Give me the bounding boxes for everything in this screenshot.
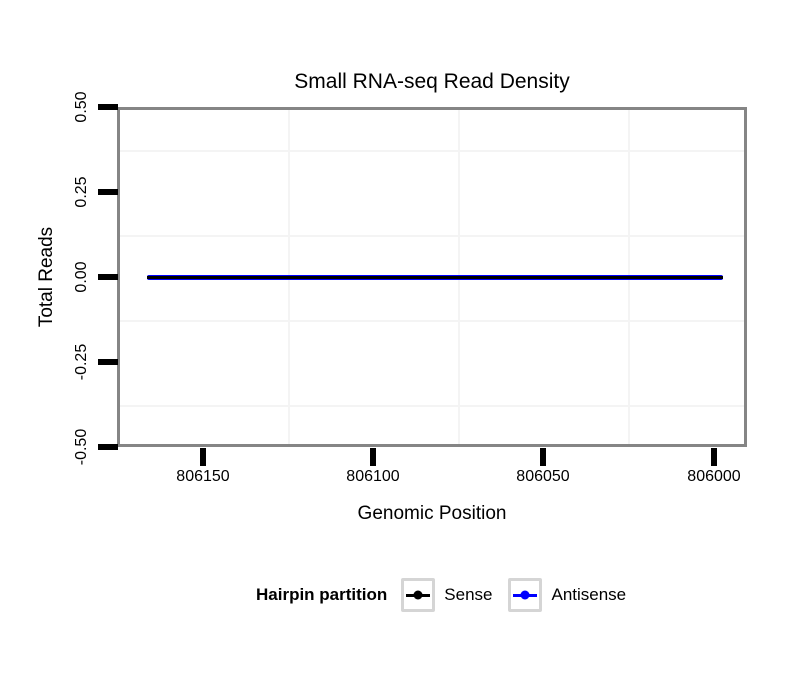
x-tick-label: 806000 (687, 468, 741, 485)
y-tick-label: 0.50 (73, 91, 90, 123)
x-tick (711, 448, 717, 466)
legend-label-sense: Sense (444, 585, 493, 604)
series-line-sense (147, 276, 723, 279)
y-tick-label: 0.00 (73, 261, 90, 293)
legend-title: Hairpin partition (256, 585, 388, 604)
x-tick (540, 448, 546, 466)
x-tick-label: 806150 (176, 468, 230, 485)
x-tick-label: 806050 (516, 468, 570, 485)
y-tick (98, 359, 118, 365)
series-line-antisense (147, 275, 723, 280)
y-tick-label: 0.25 (73, 176, 90, 208)
x-axis-title: Genomic Position (357, 503, 507, 524)
y-tick (98, 274, 118, 280)
gridline-minor-horizontal (120, 320, 744, 322)
y-tick (98, 104, 118, 110)
gridline-minor-horizontal (120, 235, 744, 237)
gridline-minor-horizontal (120, 405, 744, 407)
x-tick (200, 448, 206, 466)
plot-title: Small RNA-seq Read Density (294, 70, 570, 93)
plot-panel (117, 107, 747, 447)
legend: Hairpin partition Sense Antisense (256, 578, 642, 612)
y-tick-label: -0.25 (73, 343, 90, 381)
x-tick-label: 806100 (346, 468, 400, 485)
y-axis-title: Total Reads (36, 226, 57, 328)
legend-label-antisense: Antisense (551, 585, 627, 604)
legend-key-antisense (508, 578, 543, 612)
y-tick (98, 189, 118, 195)
y-tick (98, 444, 118, 450)
sense-point-swatch (413, 590, 423, 600)
antisense-point-swatch (520, 590, 530, 600)
y-tick-label: -0.50 (73, 428, 90, 466)
gridline-minor-horizontal (120, 150, 744, 152)
x-tick (370, 448, 376, 466)
legend-key-sense (401, 578, 436, 612)
